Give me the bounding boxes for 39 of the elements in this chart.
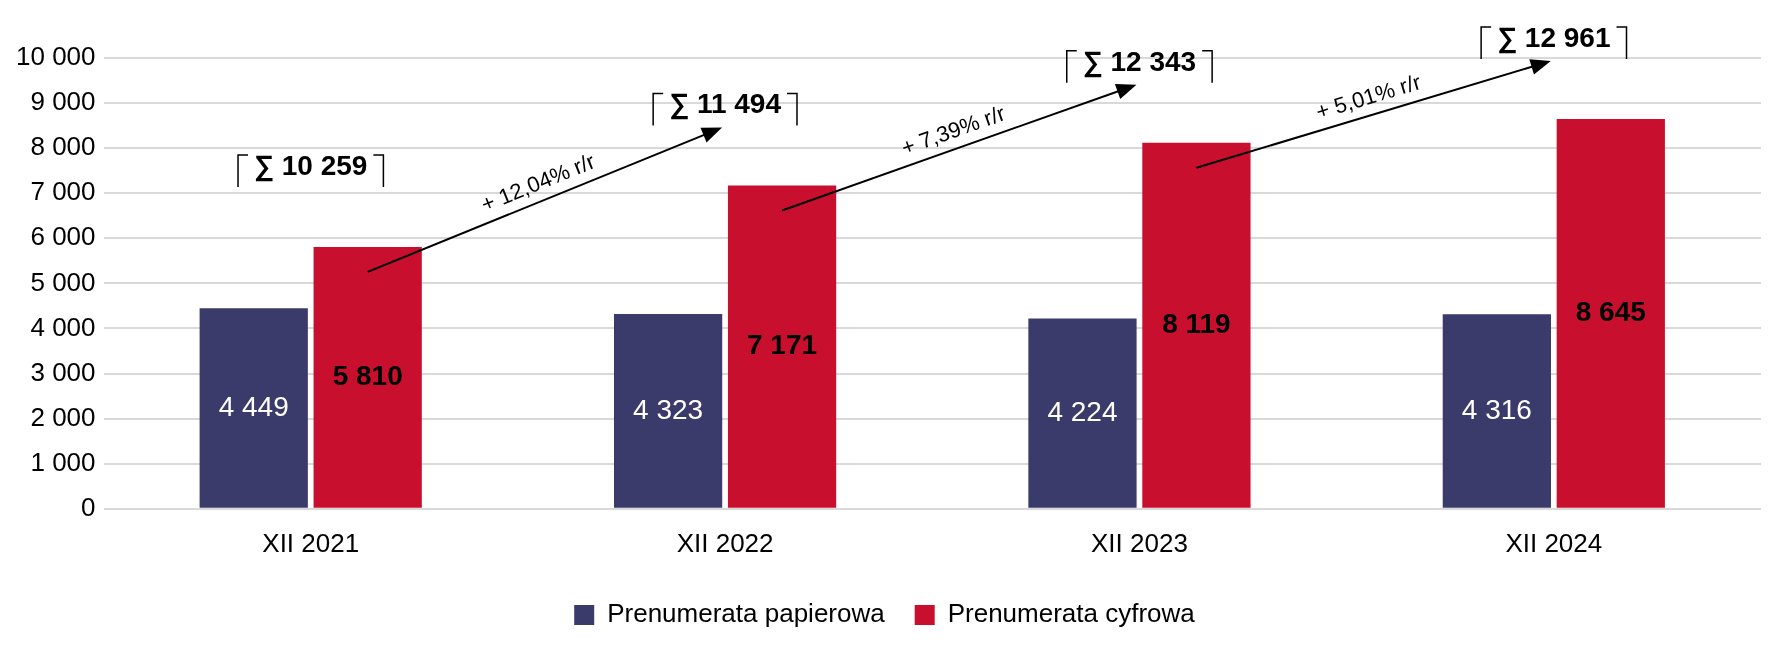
bar xyxy=(313,246,422,508)
y-tick-label: 1 000 xyxy=(30,446,96,477)
bar xyxy=(727,185,837,508)
y-tick-label: 4 000 xyxy=(30,311,96,342)
x-tick-label: XII 2024 xyxy=(1505,527,1603,558)
x-tick-label: XII 2023 xyxy=(1091,527,1188,558)
bar xyxy=(1028,318,1137,508)
data-label: 8 645 xyxy=(1575,296,1646,328)
total-label: ∑ 12 961 xyxy=(1497,21,1611,54)
data-label: 7 171 xyxy=(747,329,818,361)
annotation: + 5,01% r/r xyxy=(1312,69,1424,125)
total-label: ∑ 10 259 xyxy=(254,149,368,182)
data-label: 8 119 xyxy=(1162,308,1231,340)
x-tick-label: XII 2021 xyxy=(262,527,360,558)
total-label: ∑ 11 494 xyxy=(669,88,782,121)
data-label: 4 323 xyxy=(633,393,704,425)
y-tick-label: 0 xyxy=(81,491,96,522)
data-label: 4 449 xyxy=(218,390,289,422)
data-label: 4 224 xyxy=(1047,395,1118,427)
y-tick-label: 3 000 xyxy=(30,356,96,387)
bar xyxy=(199,308,308,508)
legend-label: Prenumerata papierowa xyxy=(607,598,886,629)
y-tick-label: 9 000 xyxy=(30,86,96,117)
y-tick-label: 8 000 xyxy=(30,131,96,162)
total-label: ∑ 12 343 xyxy=(1082,45,1197,78)
y-tick-label: 10 000 xyxy=(15,41,96,72)
annotation: + 7,39% r/r xyxy=(897,100,1009,161)
bar xyxy=(613,313,723,508)
bar xyxy=(1556,119,1665,508)
bar xyxy=(1142,142,1251,508)
data-label: 5 810 xyxy=(332,360,403,392)
y-tick-label: 5 000 xyxy=(30,266,96,297)
x-tick-label: XII 2022 xyxy=(676,527,774,558)
data-label: 4 316 xyxy=(1461,393,1532,425)
y-tick-label: 6 000 xyxy=(30,221,96,252)
y-tick-label: 2 000 xyxy=(30,401,96,432)
y-tick-label: 7 000 xyxy=(30,176,96,207)
bar xyxy=(1442,314,1551,508)
legend-label: Prenumerata cyfrowa xyxy=(947,598,1196,629)
